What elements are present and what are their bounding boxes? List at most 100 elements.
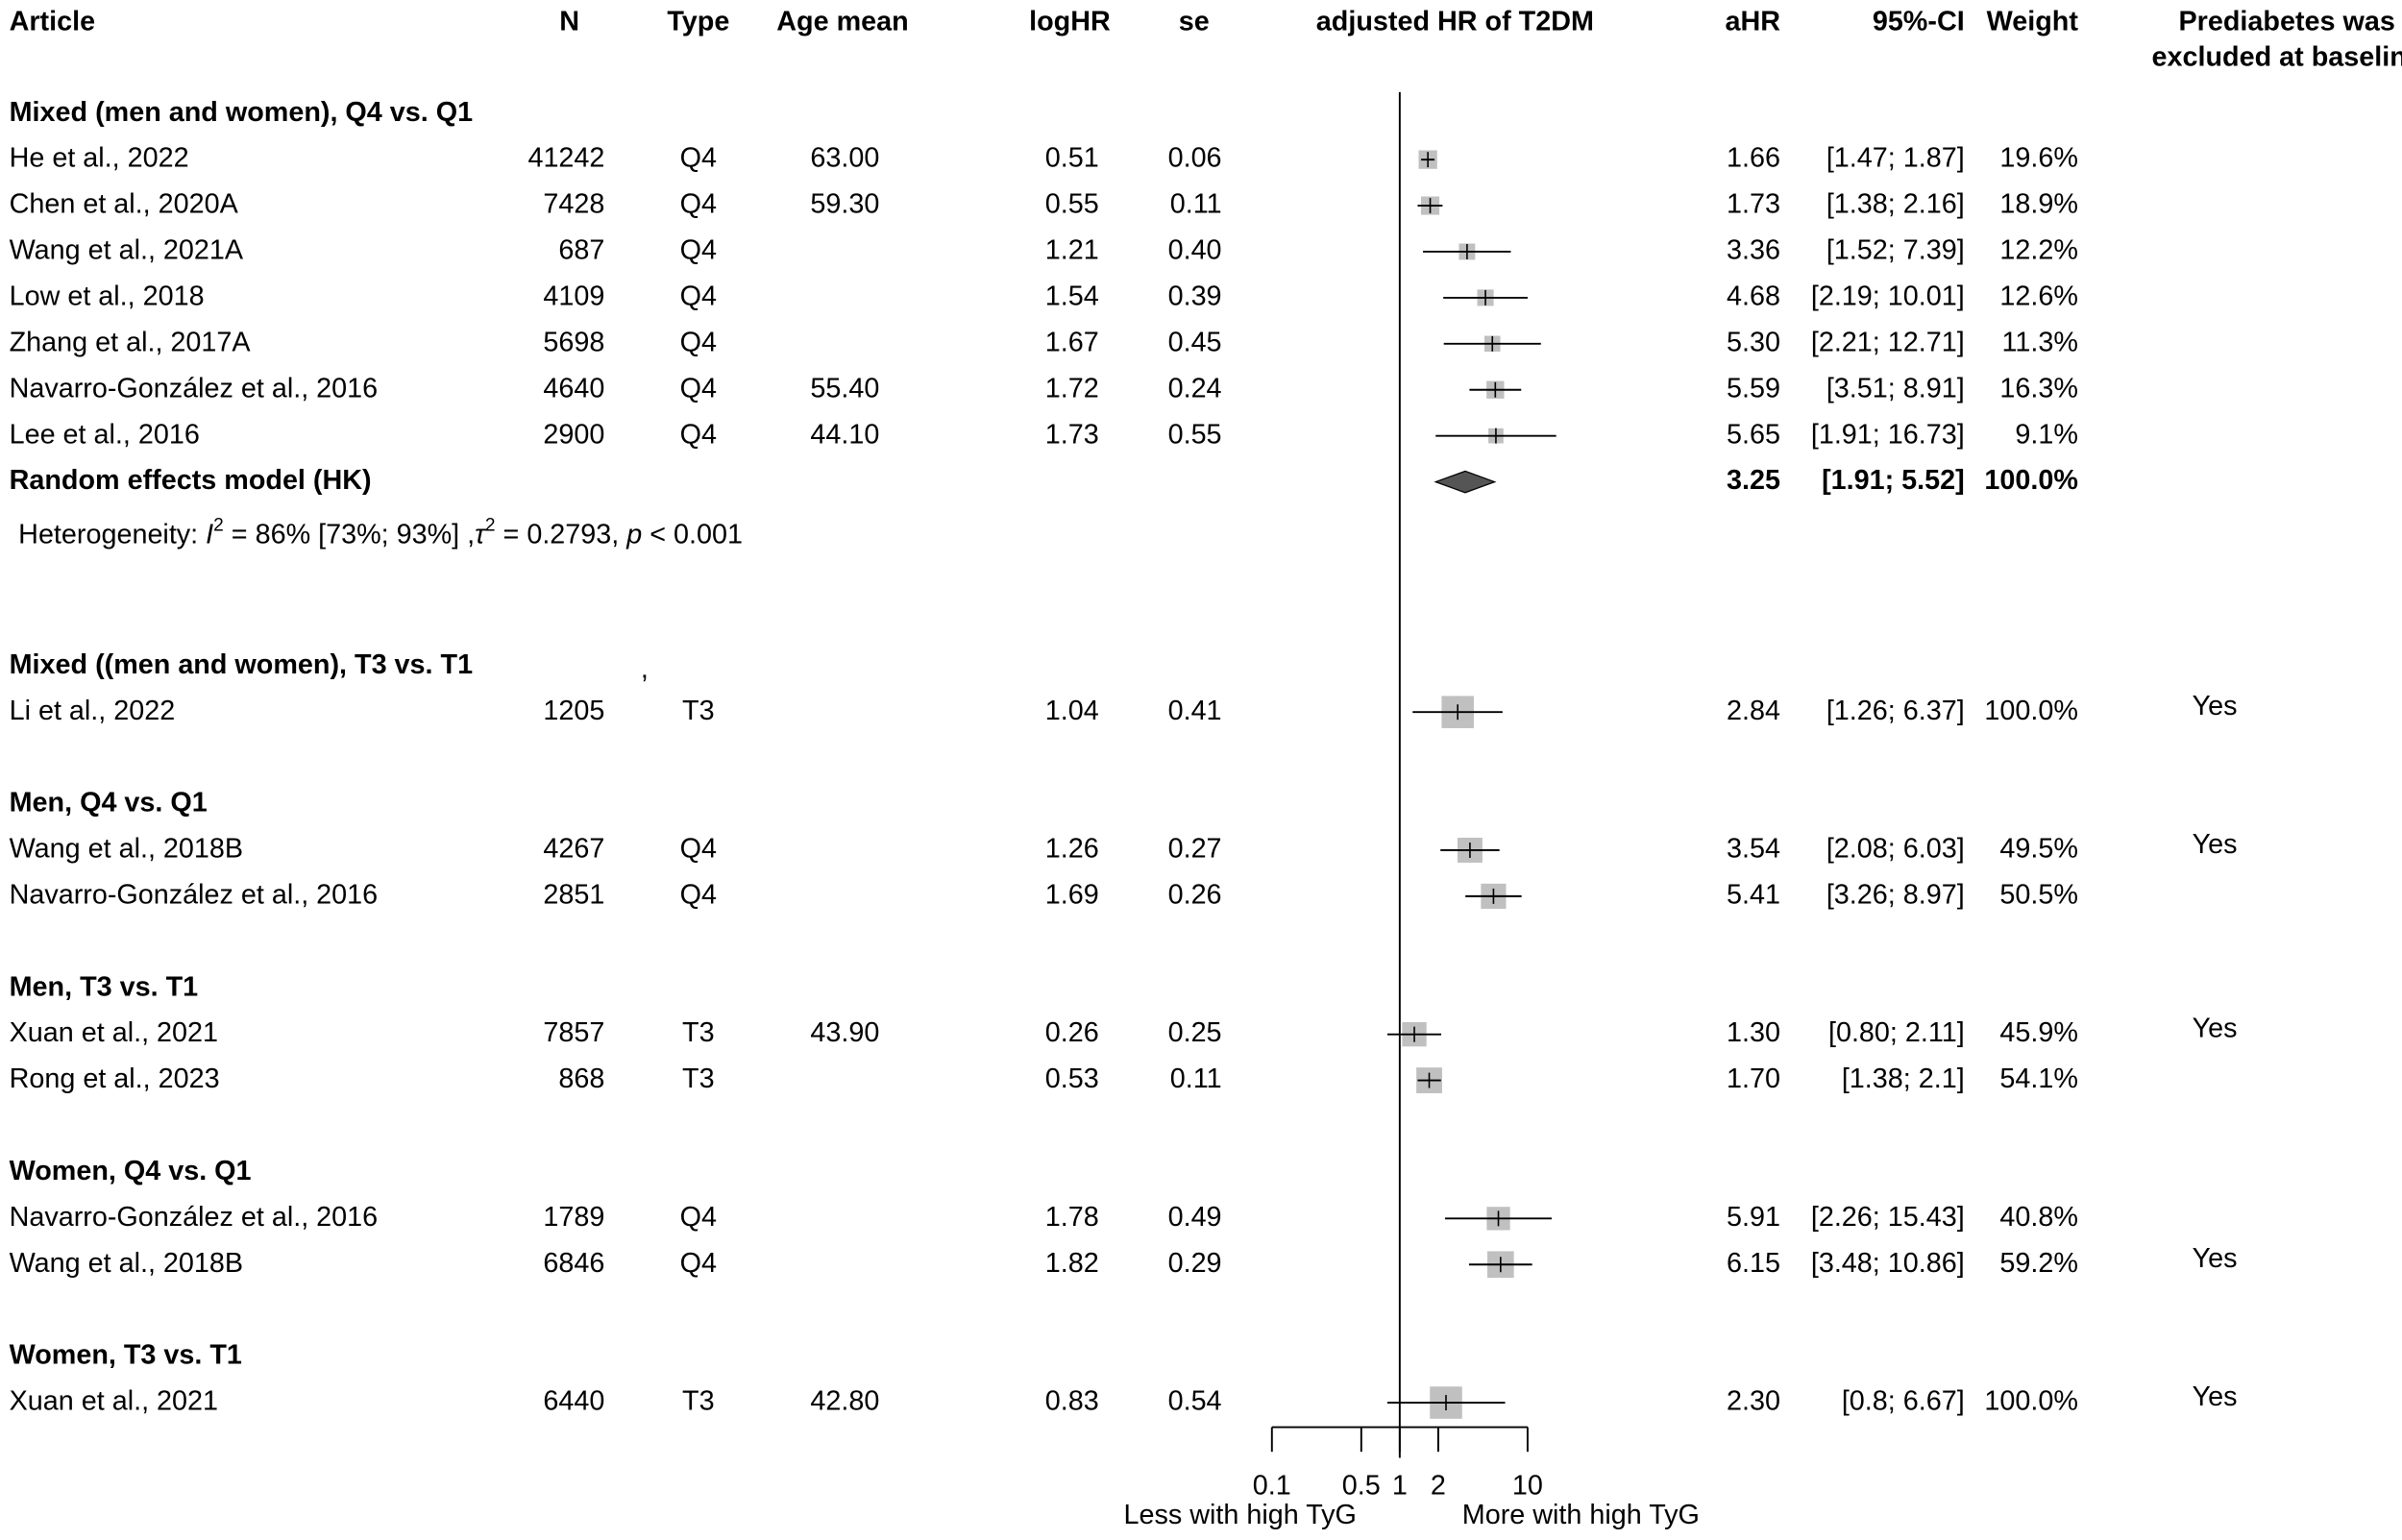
study-ci: [1.47; 1.87] — [1826, 143, 1965, 174]
study-weight: 59.2% — [1999, 1248, 2078, 1279]
study-article: Zhang et al., 2017A — [10, 327, 252, 357]
x-tick-label: 10 — [1512, 1470, 1543, 1501]
group-title: Mixed ((men and women), T3 vs. T1 — [10, 649, 473, 680]
study-weight: 18.9% — [1999, 189, 2078, 220]
heterogeneity-i: I — [206, 519, 213, 550]
study-ahr: 6.15 — [1727, 1248, 1780, 1279]
study-se: 0.41 — [1168, 696, 1222, 726]
header-age-mean: Age mean — [776, 7, 908, 37]
study-ci: [2.19; 10.01] — [1811, 281, 1965, 311]
study-se: 0.06 — [1168, 143, 1222, 174]
group-title: Mixed (men and women), Q4 vs. Q1 — [10, 97, 473, 128]
study-weight: 12.6% — [1999, 281, 2078, 311]
study-loghr: 1.26 — [1045, 834, 1099, 865]
header-ci: 95%-CI — [1873, 7, 1965, 37]
header-ahr: aHR — [1726, 7, 1781, 37]
study-ci: [1.91; 16.73] — [1811, 419, 1965, 450]
study-ci: [2.26; 15.43] — [1811, 1202, 1965, 1233]
heterogeneity-p: p — [625, 519, 642, 550]
x-tick-label: 1 — [1392, 1470, 1408, 1501]
study-loghr: 0.51 — [1045, 143, 1099, 174]
study-weight: 100.0% — [1984, 696, 2078, 726]
group-title: Men, T3 vs. T1 — [10, 971, 199, 1002]
header-plot: adjusted HR of T2DM — [1316, 7, 1594, 37]
group-title: Women, Q4 vs. Q1 — [10, 1156, 252, 1186]
study-n: 1205 — [543, 696, 604, 726]
study-weight: 54.1% — [1999, 1063, 2078, 1094]
study-article: Xuan et al., 2021 — [10, 1017, 218, 1048]
group-title: Men, Q4 vs. Q1 — [10, 788, 208, 819]
study-loghr: 0.83 — [1045, 1386, 1099, 1417]
study-weight: 100.0% — [1984, 1386, 2078, 1417]
study-ci: [1.52; 7.39] — [1826, 235, 1965, 266]
pooled-weight: 100.0% — [1984, 465, 2078, 496]
study-ahr: 5.30 — [1727, 327, 1780, 357]
study-ahr: 4.68 — [1727, 281, 1780, 311]
study-article: Low et al., 2018 — [10, 281, 205, 311]
study-weight: 45.9% — [1999, 1017, 2078, 1048]
x-tick-label: 0.5 — [1342, 1470, 1381, 1501]
study-se: 0.55 — [1168, 419, 1222, 450]
header-prediabetes-line1: Prediabetes was — [2179, 7, 2395, 37]
study-weight: 19.6% — [1999, 143, 2078, 174]
study-type: Q4 — [680, 327, 717, 357]
x-tick-label: 0.1 — [1253, 1470, 1291, 1501]
study-type: Q4 — [680, 419, 717, 450]
study-loghr: 1.21 — [1045, 235, 1099, 266]
header-n: N — [559, 7, 579, 37]
heterogeneity-text: Heterogeneity: I2 = 86% [73%; 93%] ,τ2 =… — [18, 515, 743, 550]
study-weight: 40.8% — [1999, 1202, 2078, 1233]
study-article: Navarro-González et al., 2016 — [10, 1202, 379, 1233]
study-n: 2851 — [543, 879, 604, 910]
header-article: Article — [10, 7, 95, 37]
study-age-mean: 63.00 — [810, 143, 879, 174]
study-article: Li et al., 2022 — [10, 696, 176, 726]
study-article: Xuan et al., 2021 — [10, 1386, 218, 1417]
heterogeneity-prefix: Heterogeneity: — [18, 519, 206, 550]
study-loghr: 1.67 — [1045, 327, 1099, 357]
study-ci: [1.26; 6.37] — [1826, 696, 1965, 726]
study-weight: 12.2% — [1999, 235, 2078, 266]
study-ci: [1.38; 2.16] — [1826, 189, 1965, 220]
study-prediabetes: Yes — [2193, 691, 2238, 721]
study-article: Wang et al., 2018B — [10, 1248, 243, 1279]
study-prediabetes: Yes — [2193, 1013, 2238, 1043]
study-type: T3 — [682, 696, 715, 726]
study-article: Chen et al., 2020A — [10, 189, 239, 220]
heterogeneity-mid2: = 0.2793, — [496, 519, 627, 550]
header-se: se — [1179, 7, 1210, 37]
study-n: 6846 — [543, 1248, 604, 1279]
study-ci: [3.26; 8.97] — [1826, 879, 1965, 910]
study-prediabetes: Yes — [2193, 1381, 2238, 1412]
study-article: Navarro-González et al., 2016 — [10, 879, 379, 910]
study-n: 4267 — [543, 834, 604, 865]
study-n: 687 — [558, 235, 604, 266]
study-se: 0.11 — [1170, 1063, 1222, 1094]
study-loghr: 1.72 — [1045, 373, 1099, 403]
header-weight: Weight — [1987, 7, 2079, 37]
study-ahr: 3.54 — [1727, 834, 1780, 865]
study-se: 0.29 — [1168, 1248, 1222, 1279]
heterogeneity-sup1: 2 — [213, 515, 224, 535]
study-n: 4109 — [543, 281, 604, 311]
study-type: Q4 — [680, 834, 717, 865]
study-article: Lee et al., 2016 — [10, 419, 200, 450]
study-loghr: 0.26 — [1045, 1017, 1099, 1048]
study-loghr: 1.73 — [1045, 419, 1099, 450]
study-type: Q4 — [680, 235, 717, 266]
header-loghr: logHR — [1029, 7, 1111, 37]
pooled-ci: [1.91; 5.52] — [1822, 465, 1965, 496]
group-title: Women, T3 vs. T1 — [10, 1340, 242, 1371]
study-article: Wang et al., 2021A — [10, 235, 244, 266]
study-loghr: 0.53 — [1045, 1063, 1099, 1094]
study-se: 0.11 — [1170, 189, 1222, 220]
study-prediabetes: Yes — [2193, 1243, 2238, 1274]
study-se: 0.26 — [1168, 879, 1222, 910]
study-weight: 50.5% — [1999, 879, 2078, 910]
x-tick-label: 2 — [1431, 1470, 1446, 1501]
study-loghr: 1.69 — [1045, 879, 1099, 910]
study-ci: [3.48; 10.86] — [1811, 1248, 1965, 1279]
study-n: 5698 — [543, 327, 604, 357]
pooled-label: Random effects model (HK) — [10, 465, 372, 496]
study-ahr: 5.65 — [1727, 419, 1780, 450]
